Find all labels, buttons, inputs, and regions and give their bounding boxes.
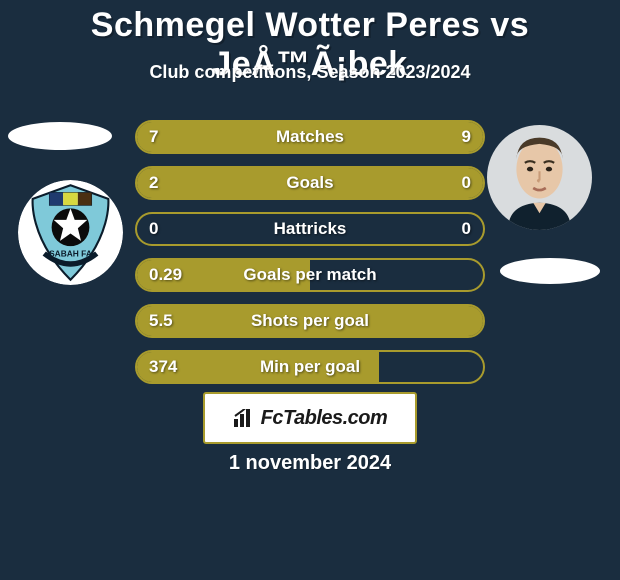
stat-row: 0 0Hattricks	[135, 212, 485, 246]
avatar-icon	[487, 125, 592, 230]
stat-row: 20Goals	[135, 166, 485, 200]
stat-rows: 79Matches20Goals00Hattricks0.29Goals per…	[135, 120, 485, 396]
stat-row: 79Matches	[135, 120, 485, 154]
page-subtitle: Club competitions, Season 2023/2024	[0, 62, 620, 83]
stat-value-right: 9	[450, 122, 483, 152]
right-ellipse	[500, 258, 600, 284]
brand-text: FcTables.com	[261, 407, 388, 430]
svg-text:SABAH FA: SABAH FA	[49, 249, 92, 259]
stat-row: 374Min per goal	[135, 350, 485, 384]
stat-fill-left	[137, 306, 483, 336]
stat-value-right	[459, 260, 483, 290]
stat-value-right	[459, 352, 483, 382]
left-ellipse	[8, 122, 112, 150]
date-label: 1 november 2024	[0, 452, 620, 475]
stat-value-left: 7	[137, 122, 170, 152]
right-player-avatar	[487, 125, 592, 230]
stat-value-left: 374	[137, 352, 189, 382]
stat-row: 0.29Goals per match	[135, 258, 485, 292]
stat-fill-left	[137, 168, 414, 198]
stat-value-right: 0	[450, 168, 483, 198]
stat-label: Hattricks	[137, 214, 483, 244]
stat-value-left: 0	[137, 214, 170, 244]
stat-value-left: 0.29	[137, 260, 194, 290]
brand-box: FcTables.com	[203, 392, 417, 444]
stat-value-left: 5.5	[137, 306, 185, 336]
stat-value-right	[459, 306, 483, 336]
stat-value-left: 2	[137, 168, 170, 198]
stat-row: 5.5Shots per goal	[135, 304, 485, 338]
bars-icon	[233, 409, 255, 427]
left-club-badge: SABAH FA	[18, 180, 123, 285]
stat-value-right: 0	[450, 214, 483, 244]
shield-badge-icon: SABAH FA	[18, 180, 123, 285]
